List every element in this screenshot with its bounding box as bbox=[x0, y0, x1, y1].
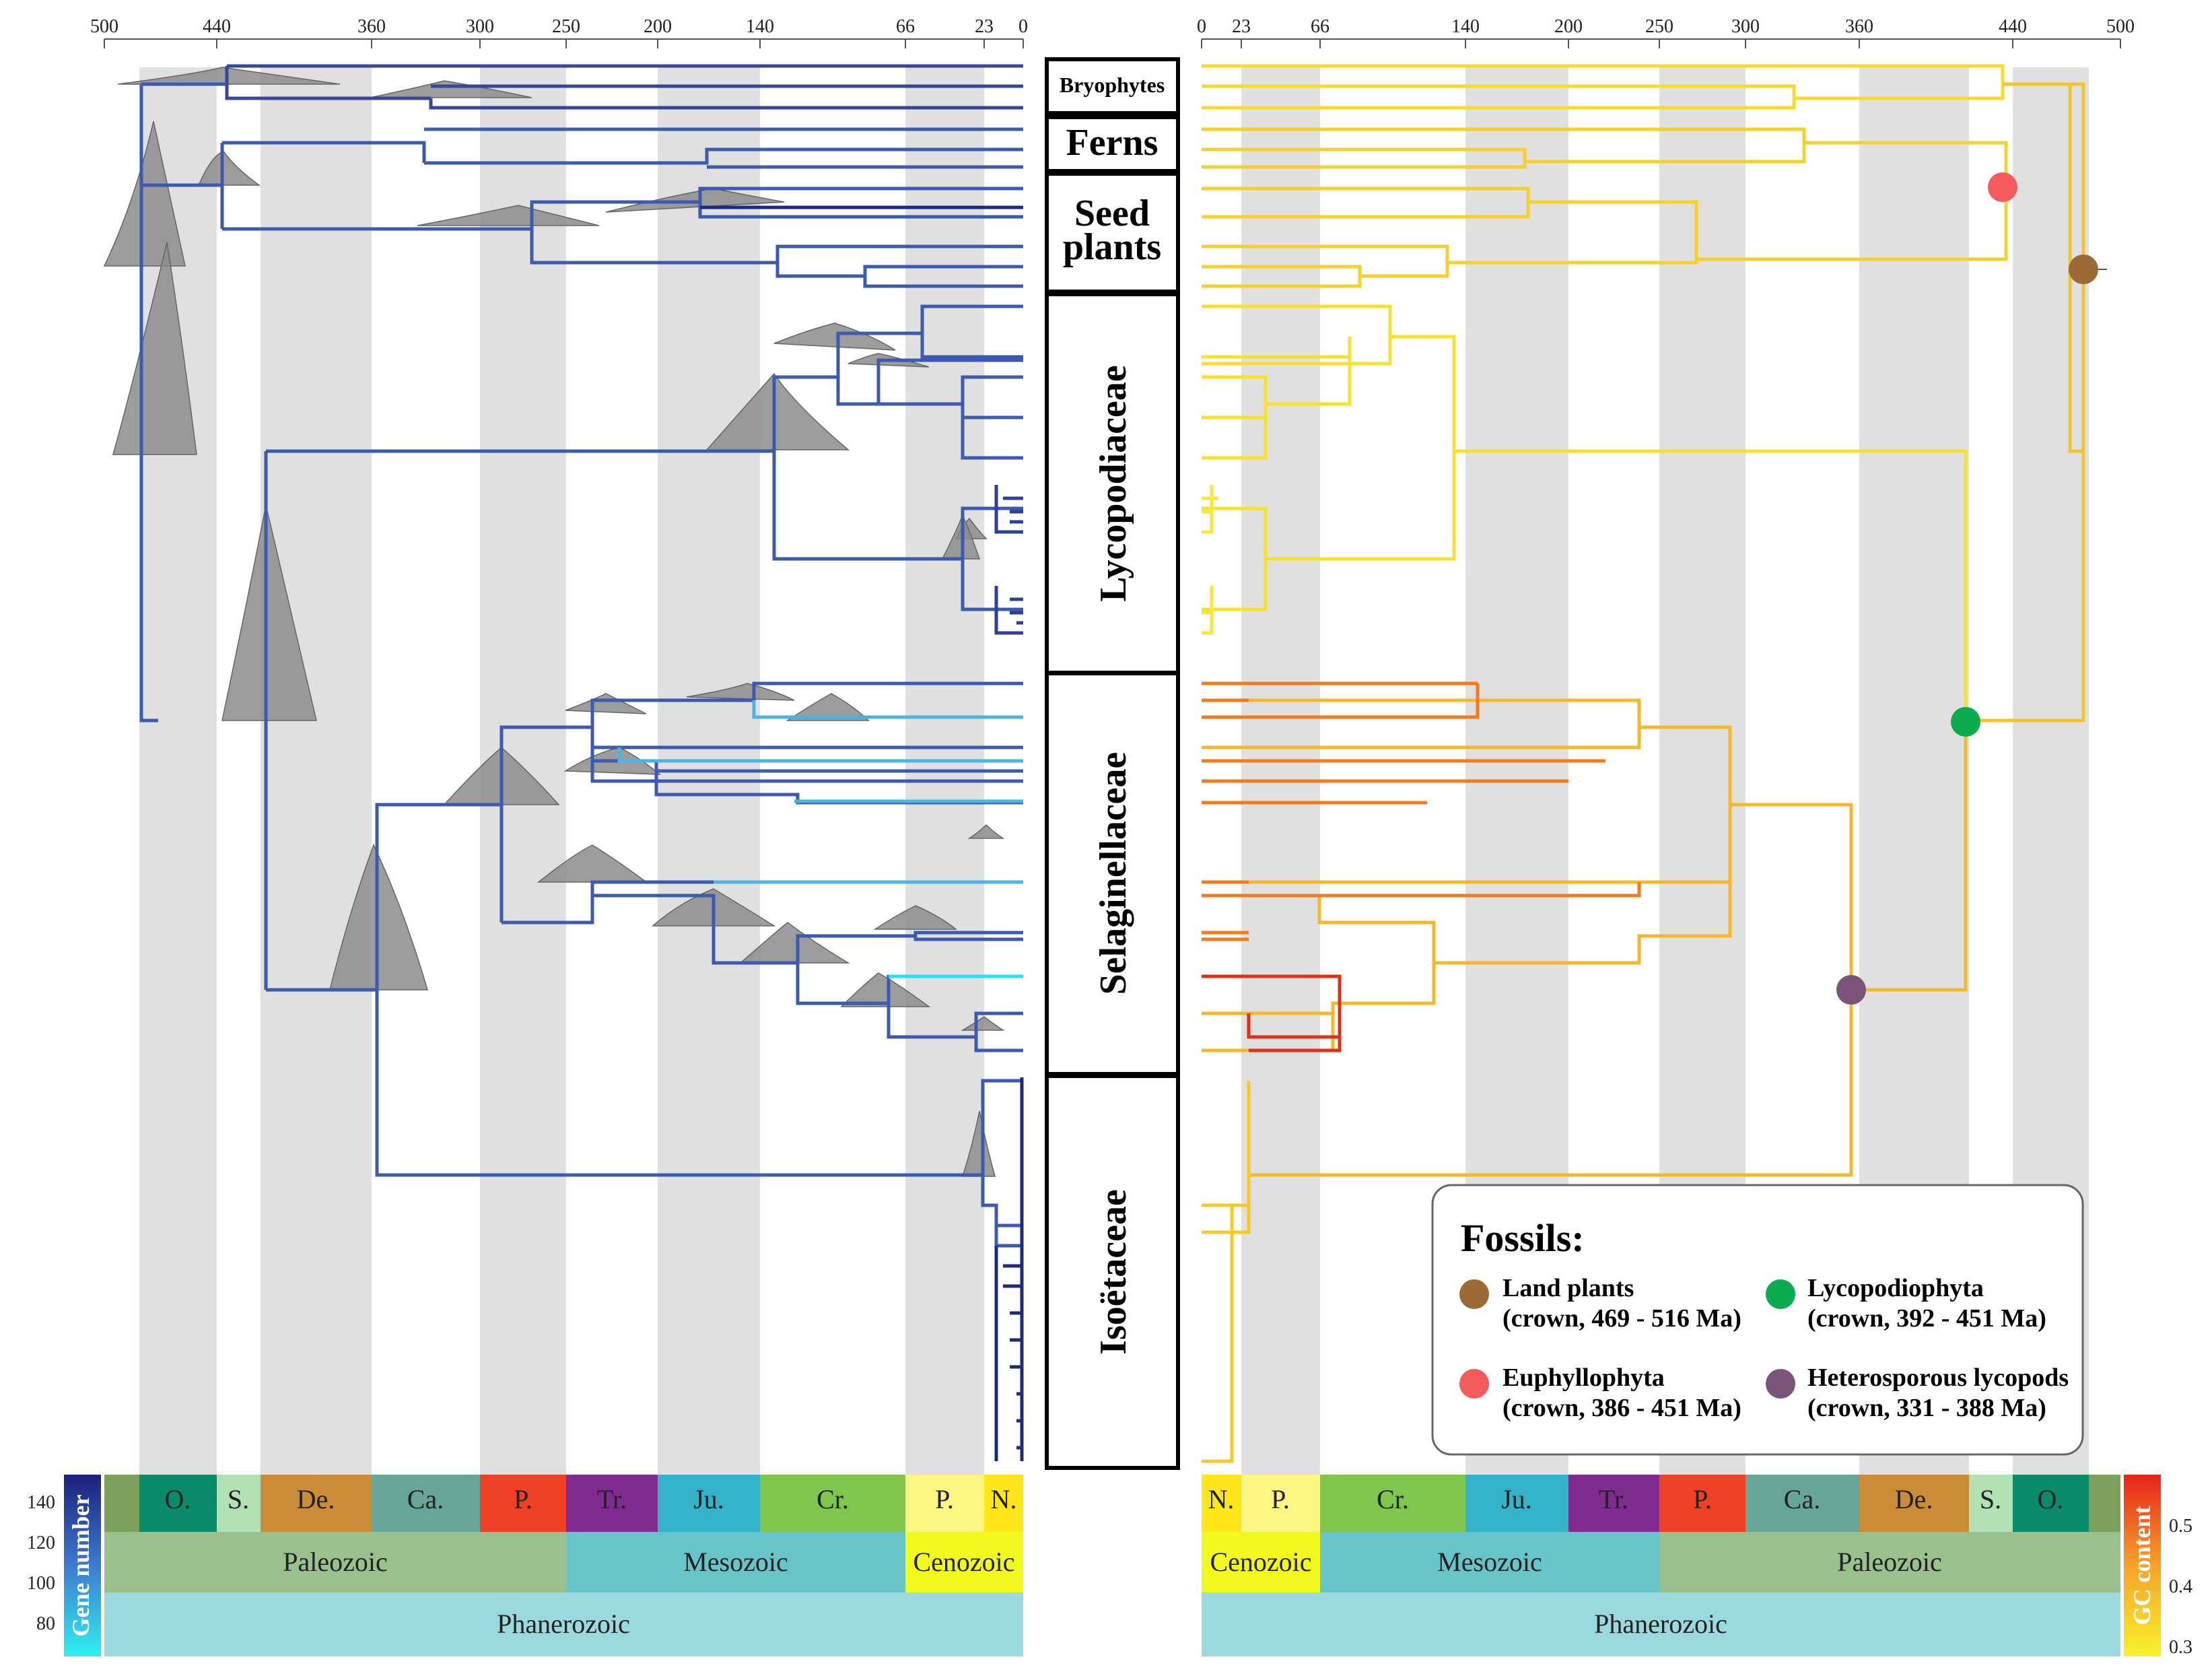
left-timescale: O. S. De. Ca. P. Tr. Ju. Cr. P. N. Paleo… bbox=[104, 1475, 1023, 1656]
legend-heterosporous-range: (crown, 331 - 388 Ma) bbox=[1807, 1394, 2046, 1422]
left-eon-phanerozoic: Phanerozoic bbox=[497, 1609, 630, 1639]
right-tick-0: 0 bbox=[1197, 16, 1206, 37]
right-phylogeny-tree bbox=[1202, 64, 2085, 1463]
legend-heterosporous-icon bbox=[1766, 1369, 1795, 1399]
gene-number-colorbar: Gene number 140 120 100 80 bbox=[27, 1475, 101, 1656]
right-tick-250: 250 bbox=[1645, 16, 1673, 37]
gc-content-colorbar: GC content 0.5 0.4 0.3 bbox=[2124, 1475, 2192, 1658]
right-period-silurian: S. bbox=[1980, 1484, 2001, 1514]
legend-heterosporous-name: Heterosporous lycopods bbox=[1807, 1364, 2069, 1392]
left-tick-0: 0 bbox=[1018, 16, 1028, 37]
gene-number-label: Gene number bbox=[67, 1494, 94, 1636]
right-period-devonian: De. bbox=[1895, 1484, 1933, 1514]
left-era-cenozoic: Cenozoic bbox=[913, 1547, 1014, 1577]
right-era-mesozoic: Mesozoic bbox=[1437, 1547, 1542, 1577]
left-tick-300: 300 bbox=[466, 16, 494, 37]
right-timescale: N. P. Cr. Ju. Tr. P. Ca. De. S. O. Cenoz… bbox=[1202, 1475, 2120, 1656]
fossil-legend-title: Fossils: bbox=[1461, 1216, 1585, 1260]
fossil-point-lycopodiophyta bbox=[1951, 707, 1980, 737]
right-tick-23: 23 bbox=[1232, 16, 1251, 37]
right-tick-66: 66 bbox=[1311, 16, 1329, 37]
legend-lycopodiophyta-range: (crown, 392 - 451 Ma) bbox=[1807, 1304, 2046, 1333]
legend-lycopodiophyta-name: Lycopodiophyta bbox=[1807, 1274, 1984, 1302]
right-period-paleogene: P. bbox=[1271, 1484, 1290, 1514]
gene-tick-140: 140 bbox=[27, 1492, 55, 1513]
left-era-paleozoic: Paleozoic bbox=[283, 1547, 388, 1577]
right-time-axis: 0 23 66 140 200 250 300 360 440 500 bbox=[1197, 16, 2135, 48]
right-period-ordovician: O. bbox=[2038, 1484, 2064, 1514]
left-tick-360: 360 bbox=[357, 16, 386, 37]
right-period-triassic: Tr. bbox=[1599, 1484, 1628, 1514]
clade-label-seed-plants-line1: Seed bbox=[1074, 193, 1150, 234]
fossil-points bbox=[1836, 172, 2107, 1005]
left-period-jurassic: Ju. bbox=[693, 1484, 724, 1514]
right-tick-200: 200 bbox=[1554, 16, 1583, 37]
gc-tick-03: 0.3 bbox=[2169, 1637, 2192, 1658]
right-tick-360: 360 bbox=[1845, 16, 1873, 37]
left-tick-200: 200 bbox=[644, 16, 672, 37]
legend-land-plants-range: (crown, 469 - 516 Ma) bbox=[1502, 1304, 1741, 1333]
right-tick-300: 300 bbox=[1731, 16, 1760, 37]
clade-label-ferns: Ferns bbox=[1066, 122, 1159, 164]
fossil-legend: Fossils: Land plants (crown, 469 - 516 M… bbox=[1431, 1184, 2084, 1456]
gene-tick-120: 120 bbox=[27, 1533, 55, 1553]
clade-label-isoetaceae: Isoëtaceae bbox=[1093, 1189, 1134, 1355]
gc-tick-05: 0.5 bbox=[2169, 1516, 2192, 1537]
right-tick-440: 440 bbox=[1999, 16, 2027, 37]
right-period-jurassic: Ju. bbox=[1501, 1484, 1532, 1514]
fossil-point-heterosporous bbox=[1836, 975, 1866, 1005]
gc-content-label: GC content bbox=[2129, 1506, 2155, 1625]
legend-land-plants-icon bbox=[1459, 1279, 1489, 1309]
left-tick-23: 23 bbox=[975, 16, 994, 37]
clade-label-seed-plants-line2: plants bbox=[1063, 226, 1161, 268]
left-period-cretaceous: Cr. bbox=[817, 1484, 849, 1514]
left-period-silurian: S. bbox=[228, 1484, 249, 1514]
left-period-permian: P. bbox=[514, 1484, 532, 1514]
left-tick-500: 500 bbox=[90, 16, 118, 37]
left-tick-250: 250 bbox=[552, 16, 580, 37]
right-period-neogene: N. bbox=[1208, 1484, 1235, 1514]
clade-label-lycopodiaceae: Lycopodiaceae bbox=[1093, 365, 1134, 602]
right-period-cretaceous: Cr. bbox=[1377, 1484, 1409, 1514]
right-tick-140: 140 bbox=[1451, 16, 1480, 37]
gene-tick-80: 80 bbox=[36, 1613, 55, 1634]
left-period-ordovician: O. bbox=[165, 1484, 191, 1514]
gene-tick-100: 100 bbox=[27, 1573, 55, 1594]
fossil-point-land-plants bbox=[2069, 255, 2098, 284]
left-tick-440: 440 bbox=[203, 16, 231, 37]
left-period-carboniferous: Ca. bbox=[407, 1484, 444, 1514]
legend-euphyllophyta-icon bbox=[1459, 1369, 1489, 1399]
left-time-axis: 500 440 360 300 250 200 140 66 23 0 bbox=[90, 16, 1028, 48]
fossil-point-euphyllophyta bbox=[1988, 172, 2017, 202]
left-era-mesozoic: Mesozoic bbox=[683, 1547, 788, 1577]
legend-euphyllophyta-range: (crown, 386 - 451 Ma) bbox=[1502, 1394, 1741, 1422]
left-period-triassic: Tr. bbox=[597, 1484, 627, 1514]
clade-label-selaginellaceae: Selaginellaceae bbox=[1093, 752, 1134, 995]
legend-lycopodiophyta-icon bbox=[1766, 1279, 1795, 1309]
right-era-paleozoic: Paleozoic bbox=[1837, 1547, 1942, 1577]
right-period-carboniferous: Ca. bbox=[1784, 1484, 1820, 1514]
left-tick-66: 66 bbox=[896, 16, 915, 37]
left-period-paleogene: P. bbox=[935, 1484, 954, 1514]
right-eon-phanerozoic: Phanerozoic bbox=[1594, 1609, 1727, 1639]
gc-tick-04: 0.4 bbox=[2169, 1576, 2192, 1597]
right-period-permian: P. bbox=[1693, 1484, 1712, 1514]
left-period-devonian: De. bbox=[297, 1484, 335, 1514]
clade-label-bryophytes: Bryophytes bbox=[1060, 73, 1165, 97]
left-tick-140: 140 bbox=[746, 16, 774, 37]
right-era-cenozoic: Cenozoic bbox=[1210, 1547, 1311, 1577]
legend-land-plants-name: Land plants bbox=[1502, 1274, 1634, 1302]
left-period-neogene: N. bbox=[991, 1484, 1017, 1514]
legend-euphyllophyta-name: Euphyllophyta bbox=[1502, 1364, 1665, 1392]
right-tick-500: 500 bbox=[2106, 16, 2135, 37]
left-phylogeny-tree bbox=[139, 64, 1024, 1461]
clade-labels: Bryophytes Ferns Seed plants Lycopodiace… bbox=[1045, 57, 1180, 1470]
